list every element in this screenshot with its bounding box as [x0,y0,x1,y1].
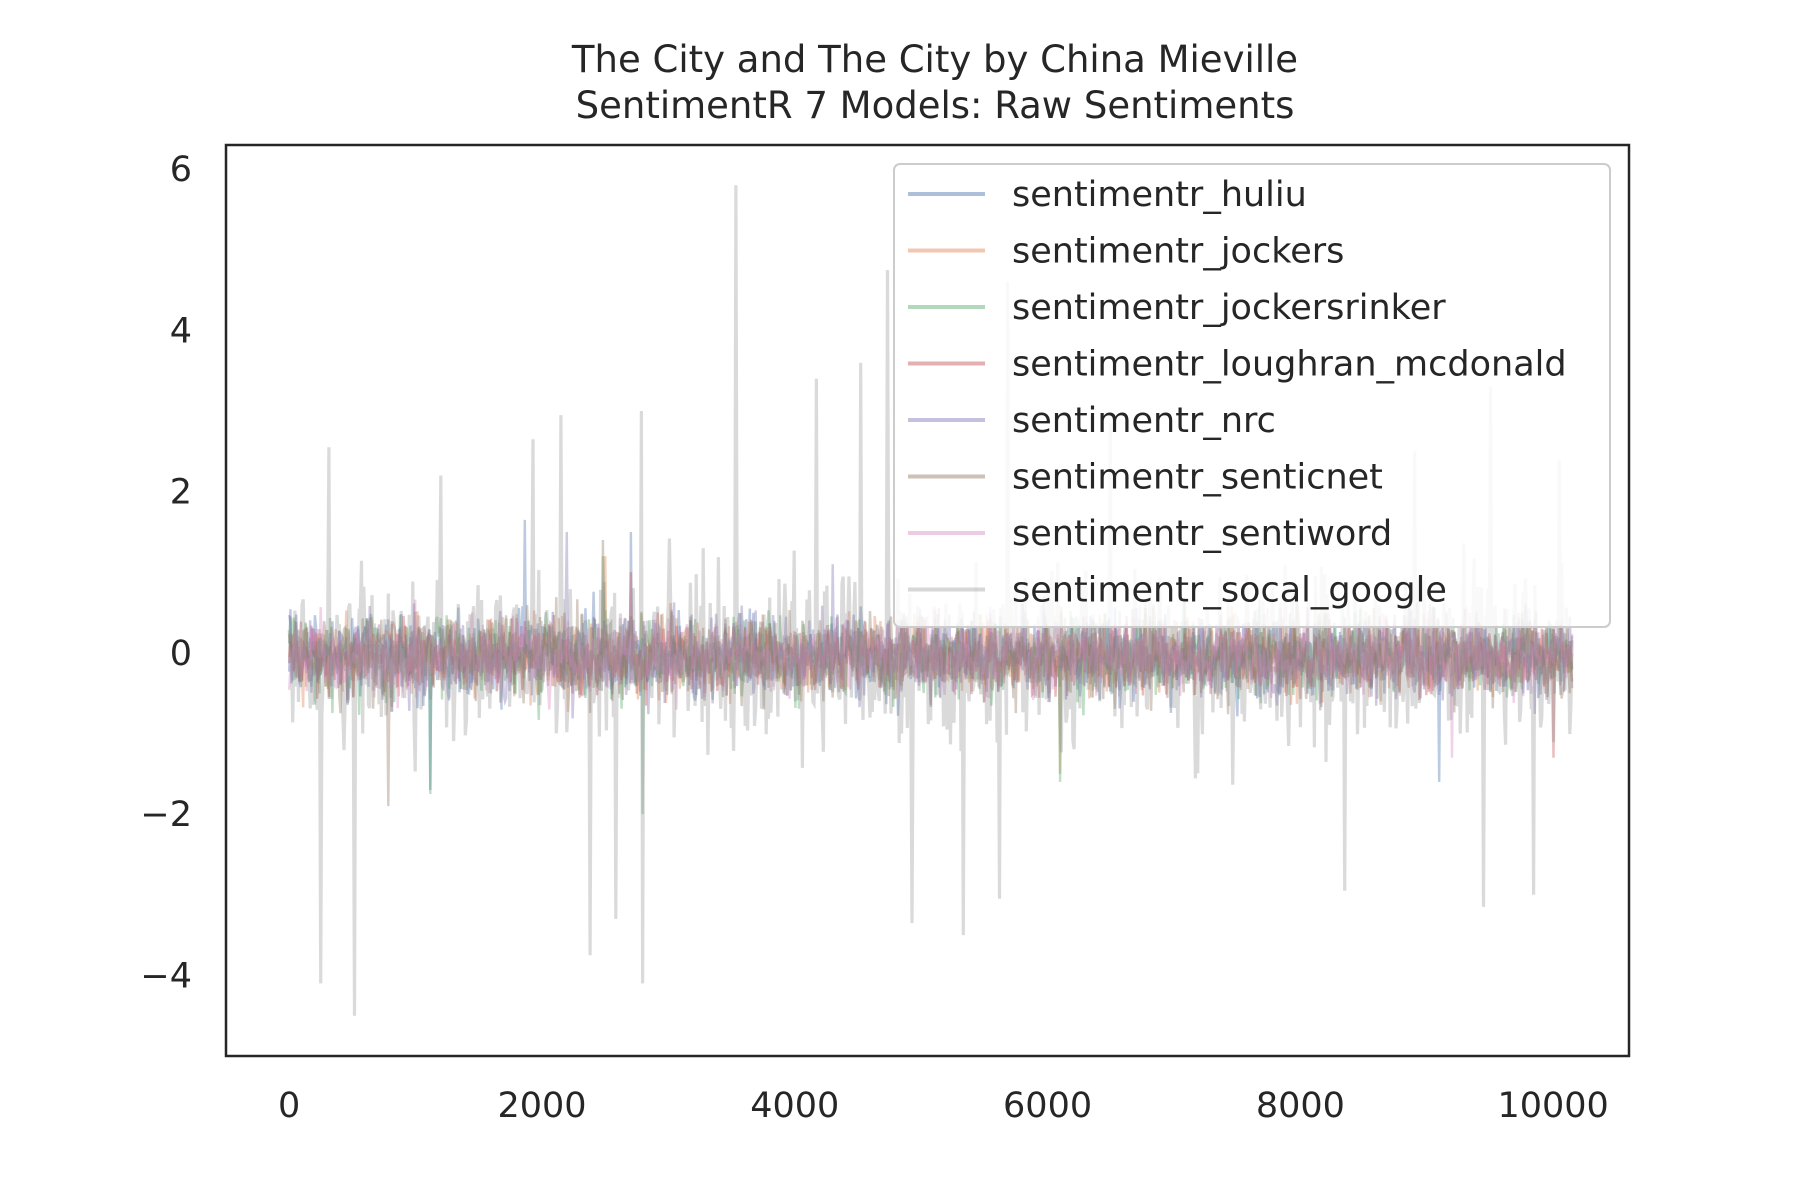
series-line-sentimentr_socal_google [287,185,1574,1016]
plot-frame [224,143,1631,1058]
legend-label: sentimentr_nrc [1012,401,1276,441]
y-tick-label: 4 [170,311,192,351]
series-line-sentimentr_loughran_mcdonald [288,572,1574,758]
legend-label: sentimentr_socal_google [1012,571,1447,611]
y-axis-ticks: −4 −2 0 2 4 6 [140,150,192,996]
legend-label: sentimentr_huliu [1012,175,1307,215]
series-line-sentimentr_sentiword [288,599,1574,758]
legend-label: sentimentr_jockersrinker [1012,288,1446,328]
chart-title-line-2: SentimentR 7 Models: Raw Sentiments [576,84,1295,127]
x-tick-label: 2000 [497,1086,586,1126]
y-tick-label: −4 [140,956,192,996]
x-tick-label: 0 [278,1086,300,1126]
x-tick-label: 4000 [750,1086,839,1126]
series-line-sentimentr_jockers [288,556,1574,774]
legend-label: sentimentr_loughran_mcdonald [1012,345,1567,385]
y-tick-label: 2 [170,473,192,513]
series-line-sentimentr_nrc [288,531,1574,719]
chart-title-line-1: The City and The City by China Mieville [571,38,1298,81]
y-tick-label: 0 [170,634,192,674]
legend-label: sentimentr_senticnet [1012,458,1383,498]
chart-title: The City and The City by China Mieville … [571,38,1298,127]
chart-legend: sentimentr_huliu sentimentr_jockerssentim… [893,163,1611,628]
y-tick-label: −2 [140,795,192,835]
series-line-sentimentr_jockersrinker [288,556,1574,815]
series-line-sentimentr_senticnet [288,539,1574,807]
x-tick-label: 10000 [1497,1086,1608,1126]
series-line-sentimentr_huliu [288,519,1574,791]
y-tick-label: 6 [170,150,192,190]
x-tick-label: 8000 [1256,1086,1345,1126]
series-layer [287,185,1574,1016]
legend-label: sentimentr_jockers [1012,232,1344,272]
x-axis-ticks: 0 2000 4000 6000 8000 10000 [278,1086,1609,1126]
x-tick-label: 6000 [1003,1086,1092,1126]
legend-label: sentimentr_sentiword [1012,514,1392,554]
legend-box [893,163,1611,628]
